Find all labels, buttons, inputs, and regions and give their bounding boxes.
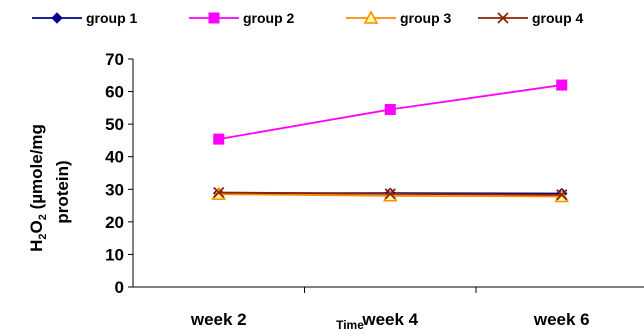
- legend-label: group 3: [400, 10, 452, 26]
- legend-label: group 4: [532, 10, 584, 26]
- y-ticks: 0 10 20 30 40 50 60 70: [105, 50, 133, 297]
- data-point: [384, 103, 396, 115]
- y-tick-label: 60: [105, 83, 124, 102]
- y-tick-label: 70: [105, 50, 124, 69]
- legend-marker: [363, 10, 379, 24]
- y-axis-title-h: H: [27, 240, 46, 252]
- y-tick-label: 30: [105, 180, 124, 199]
- y-tick-label: 0: [115, 278, 124, 297]
- legend-item: group 1: [32, 10, 138, 26]
- legend-marker: [208, 12, 220, 24]
- y-axis-title-line2: protein): [53, 160, 72, 223]
- y-axis-title-o: O: [27, 220, 46, 233]
- x-tick-label: week 2: [190, 310, 247, 329]
- y-tick-label: 20: [105, 213, 124, 232]
- legend-marker: [497, 12, 509, 24]
- y-axis-title: H2O2 (µmole/mg: [27, 124, 49, 252]
- series-4: [213, 186, 568, 201]
- data-point: [556, 79, 568, 91]
- y-axis-title-sub-2b: 2: [37, 214, 49, 220]
- legend-item: group 3: [346, 10, 452, 26]
- y-tick-label: 50: [105, 115, 124, 134]
- legend-marker: [51, 12, 63, 24]
- series-group: [211, 79, 570, 203]
- y-tick-label: 10: [105, 245, 124, 264]
- legend-item: group 2: [189, 10, 295, 26]
- series-2: [213, 79, 568, 145]
- x-tick-label: week 4: [361, 310, 418, 329]
- legend-item: group 4: [478, 10, 584, 26]
- legend-label: group 1: [86, 10, 138, 26]
- x-axis-title: Time: [336, 318, 364, 332]
- data-point: [556, 189, 568, 201]
- data-point: [213, 186, 225, 199]
- x-ticks: week 2 week 4 week 6: [190, 287, 590, 329]
- data-point: [213, 133, 225, 145]
- legend: group 1 group 2 group 3 group 4: [32, 10, 584, 26]
- legend-label: group 2: [243, 10, 295, 26]
- data-point: [384, 188, 396, 200]
- y-axis-title-unit: (µmole/mg: [27, 124, 46, 214]
- x-tick-label: week 6: [533, 310, 590, 329]
- y-axis-title-sub-2: 2: [37, 234, 49, 240]
- y-tick-label: 40: [105, 148, 124, 167]
